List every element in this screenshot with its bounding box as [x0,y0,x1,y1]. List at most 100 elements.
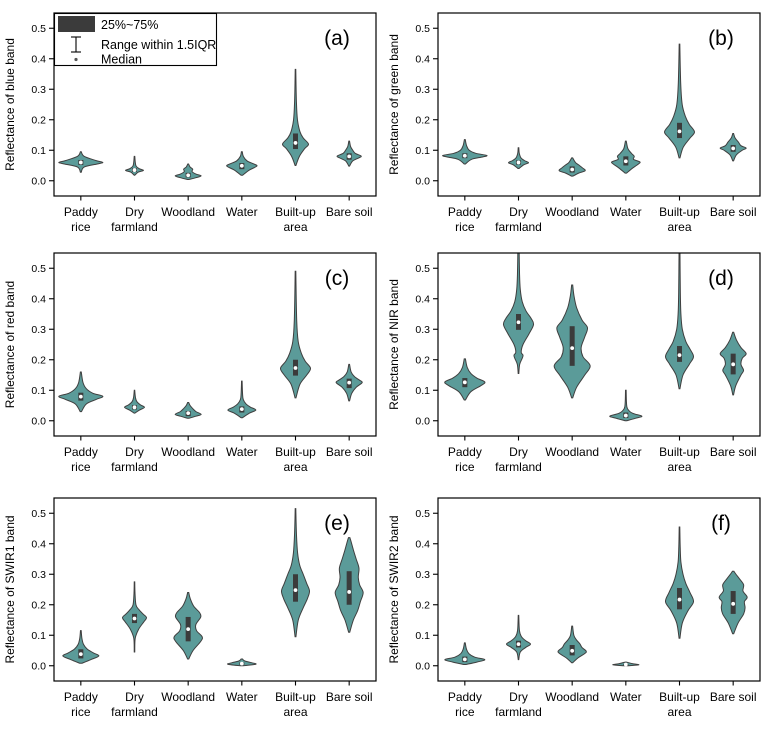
violin-shape [609,389,643,422]
violin-paddy-rice [442,139,488,165]
x-category-label: Woodland [161,445,215,459]
x-category-label: farmland [495,220,542,234]
median-dot [570,648,575,653]
y-tick-label: 0.1 [31,630,46,642]
y-tick-label: 0.1 [31,385,46,397]
median-dot [516,642,521,646]
violin-shape [442,139,488,165]
x-category-label: Dry [125,445,144,459]
y-tick-label: 0.2 [31,114,46,126]
x-category-label: area [667,460,691,474]
x-category-label: Woodland [161,690,215,704]
x-category-label: area [283,220,307,234]
axes-frame [53,252,377,437]
x-category-label: rice [71,220,91,234]
y-tick-label: 0.1 [415,385,430,397]
y-axis-title: Reflectance of red band [3,281,17,408]
x-category-label: Dry [125,690,144,704]
x-category-label: rice [71,460,91,474]
median-dot [347,590,352,594]
violin-shape [124,389,145,414]
violin-bare-soil [719,132,747,162]
violin-shape [508,147,529,170]
violin-built-up-area [280,508,311,638]
y-tick-label: 0.2 [415,114,430,126]
x-category-label: Built-up [659,205,700,219]
violin-shape [280,508,311,638]
violin-water [611,140,641,174]
legend-median-glyph [74,57,78,62]
x-category-label: Paddy [448,445,482,459]
legend-iqr-swatch [58,16,95,32]
violin-paddy-rice [58,371,104,413]
x-category-label: Dry [509,205,528,219]
panel-letter: (e) [324,512,350,535]
violin-woodland [173,592,203,660]
violins-group [444,253,747,422]
x-category-label: rice [71,705,91,719]
x-category-label: Water [610,205,642,219]
violin-shape [505,614,532,661]
x-category-label: Bare soil [710,445,757,459]
violin-shape [664,43,695,159]
y-tick-label: 0.4 [31,538,46,550]
y-tick-label: 0.4 [415,293,430,305]
x-category-label: Bare soil [326,205,373,219]
violin-bare-soil [334,537,364,633]
x-category-label: area [283,460,307,474]
iqr-box [346,571,352,605]
x-category-label: Water [226,205,258,219]
median-dot [132,616,137,621]
median-dot [516,320,521,325]
x-category-label: area [667,220,691,234]
violin-paddy-rice [58,151,104,173]
violin-shape [227,380,257,419]
panel-letter: (a) [324,27,350,50]
median-dot [186,411,191,416]
x-category-label: Built-up [659,445,700,459]
y-tick-label: 0.2 [31,354,46,366]
y-tick-label: 0.0 [31,175,46,187]
violin-shape [279,270,312,399]
y-axis-title: Reflectance of blue band [3,38,17,171]
x-category-label: Bare soil [326,690,373,704]
x-category-label: area [283,705,307,719]
x-category-label: Dry [509,445,528,459]
median-dot [78,160,83,165]
x-category-label: Woodland [545,205,599,219]
y-tick-label: 0.0 [415,660,430,672]
y-tick-label: 0.3 [31,84,46,96]
median-dot [570,167,575,172]
median-dot [78,652,83,657]
x-category-label: rice [455,705,475,719]
panel-letter: (b) [708,27,734,50]
median-dot [293,588,298,593]
median-dot [239,163,244,168]
median-dot [677,129,682,134]
median-dot [132,168,137,172]
x-category-label: Dry [125,205,144,219]
x-category-label: Woodland [545,445,599,459]
median-dot [132,405,137,410]
x-category-label: Built-up [659,690,700,704]
violin-shape [124,155,145,176]
y-tick-label: 0.3 [31,569,46,581]
median-dot [516,160,521,165]
violin-shape [58,371,104,413]
violin-dry-farmland [124,155,145,176]
violin-bare-soil [336,140,362,167]
y-tick-label: 0.1 [415,630,430,642]
y-tick-label: 0.3 [415,84,430,96]
y-tick-label: 0.1 [415,145,430,157]
violin-built-up-area [279,270,312,399]
median-dot [731,146,736,151]
x-category-label: Paddy [64,690,98,704]
y-tick-label: 0.5 [31,23,46,35]
violins-group [58,68,362,181]
legend-label: 25%~75% [101,18,158,32]
legend-whisker-glyph [71,36,81,53]
